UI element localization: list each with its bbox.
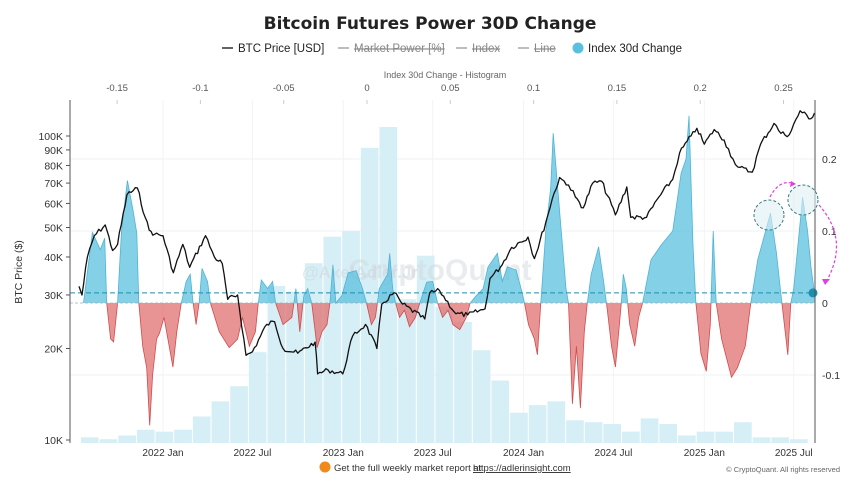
histogram-bar (715, 431, 734, 443)
histogram-bar (752, 437, 771, 443)
histogram-bar (267, 285, 286, 443)
histogram-bar (472, 350, 491, 443)
legend-label: Index 30d Change (588, 43, 682, 55)
x-tick-label: 2022 Jan (142, 448, 183, 459)
highlight-circle (753, 199, 785, 231)
histogram-bar (547, 401, 566, 443)
histogram-bar (491, 380, 510, 443)
x-tick-label: 2022 Jul (233, 448, 271, 459)
x-tick-label: 2024 Jul (595, 448, 633, 459)
histogram-bar (99, 439, 118, 443)
left-tick-label: 20K (44, 343, 63, 355)
legend-label: Line (534, 43, 556, 55)
legend-label: Index (472, 43, 500, 55)
legend-item[interactable]: Index (456, 43, 500, 55)
top-tick-label: 0.25 (774, 83, 793, 94)
left-tick-label: 40K (44, 252, 63, 264)
arrowhead-icon (790, 181, 796, 187)
legend-swatch-dot-icon (572, 42, 584, 54)
top-tick-label: 0.05 (441, 83, 460, 94)
histogram-bar (678, 435, 696, 443)
right-tick-label: 0 (822, 298, 828, 310)
top-tick-label: -0.15 (106, 83, 128, 94)
annotation-arrow (769, 181, 796, 198)
btc-price-line (78, 110, 816, 375)
histogram-bar (771, 437, 789, 443)
legend-item[interactable]: Market Power [%] (338, 43, 445, 55)
histogram-bar (230, 386, 248, 443)
chart-title: Bitcoin Futures Power 30D Change (264, 14, 597, 34)
left-tick-label: 70K (44, 178, 63, 190)
annotations (753, 181, 837, 285)
histogram-axis-title: Index 30d Change - Histogram (384, 70, 507, 80)
histogram-bar (566, 420, 584, 443)
top-tick-label: -0.1 (192, 83, 208, 94)
histogram-bar (155, 431, 174, 443)
histogram-bar (510, 412, 528, 443)
right-tick-label: -0.1 (822, 370, 840, 382)
histogram-bar (659, 424, 678, 443)
histogram-bar (640, 418, 659, 443)
histogram-bar (398, 299, 416, 443)
histogram-bar (248, 352, 267, 443)
current-value-dot (808, 288, 818, 298)
legend-label: Market Power [%] (354, 43, 445, 55)
legend-item[interactable]: Index 30d Change (572, 42, 683, 56)
positive-change-line (83, 115, 815, 303)
top-tick-label: 0.1 (527, 83, 540, 94)
copyright: © CryptoQuant. All rights reserved (726, 465, 840, 474)
x-tick-label: 2025 Jan (684, 448, 725, 459)
right-tick-label: 0.2 (822, 154, 837, 166)
footer: Get the full weekly market report at htt… (319, 461, 840, 474)
axes: -0.1 0 0.1 0.2 10K 20K 30K 40K 50K 60K 70K 80K 90K 10… (38, 83, 840, 459)
histogram-bar (584, 422, 603, 443)
btc-price-path (78, 110, 816, 375)
histogram-bar (734, 422, 752, 443)
histogram-bar (323, 236, 342, 443)
top-tick-label: 0 (364, 83, 369, 94)
top-tick-label: 0.15 (608, 83, 627, 94)
left-tick-label: 60K (44, 198, 63, 210)
highlight-circle (787, 184, 819, 216)
x-tick-label: 2023 Jan (323, 448, 364, 459)
left-tick-label: 100K (38, 131, 63, 143)
orange-dot-icon (319, 461, 331, 473)
histogram-bar (80, 437, 99, 443)
histogram-bar (118, 435, 136, 443)
x-tick-label: 2024 Jan (503, 448, 544, 459)
histogram-bar (603, 424, 622, 443)
x-tick-label: 2025 Jul (775, 448, 813, 459)
legend-item[interactable]: BTC Price [USD] (222, 43, 324, 55)
footer-promo-text: Get the full weekly market report at (334, 463, 482, 474)
right-tick-label: 0.1 (822, 226, 837, 238)
histogram-bar (622, 431, 640, 443)
histogram-bar (174, 429, 192, 443)
histogram-bar (435, 306, 454, 443)
left-tick-label: 90K (44, 145, 63, 157)
left-tick-label: 10K (44, 435, 63, 447)
legend-label: BTC Price [USD] (238, 43, 324, 55)
left-tick-label: 80K (44, 160, 63, 172)
legend: BTC Price [USD] Market Power [%] Index Line… (222, 42, 683, 56)
histogram-bar (454, 321, 472, 443)
legend-item[interactable]: Line (518, 43, 556, 55)
top-tick-label: -0.05 (273, 83, 295, 94)
left-tick-label: 30K (44, 290, 63, 302)
histogram-bar (211, 401, 230, 443)
negative-change-area (83, 303, 815, 426)
footer-promo-link[interactable]: https://adlerinsight.com (473, 463, 571, 474)
arrowhead-icon (822, 279, 830, 285)
top-tick-label: 0.2 (694, 83, 707, 94)
histogram-bar (136, 429, 155, 443)
annotation-arrow (818, 204, 837, 283)
left-axis-label: BTC Price ($) (13, 240, 25, 304)
histogram-bar (360, 147, 379, 443)
histogram-bar (789, 439, 808, 443)
histogram-bar (696, 431, 715, 443)
histogram-bar (528, 405, 547, 443)
histogram-bar (192, 416, 211, 443)
x-tick-label: 2023 Jul (414, 448, 452, 459)
left-tick-label: 50K (44, 223, 63, 235)
